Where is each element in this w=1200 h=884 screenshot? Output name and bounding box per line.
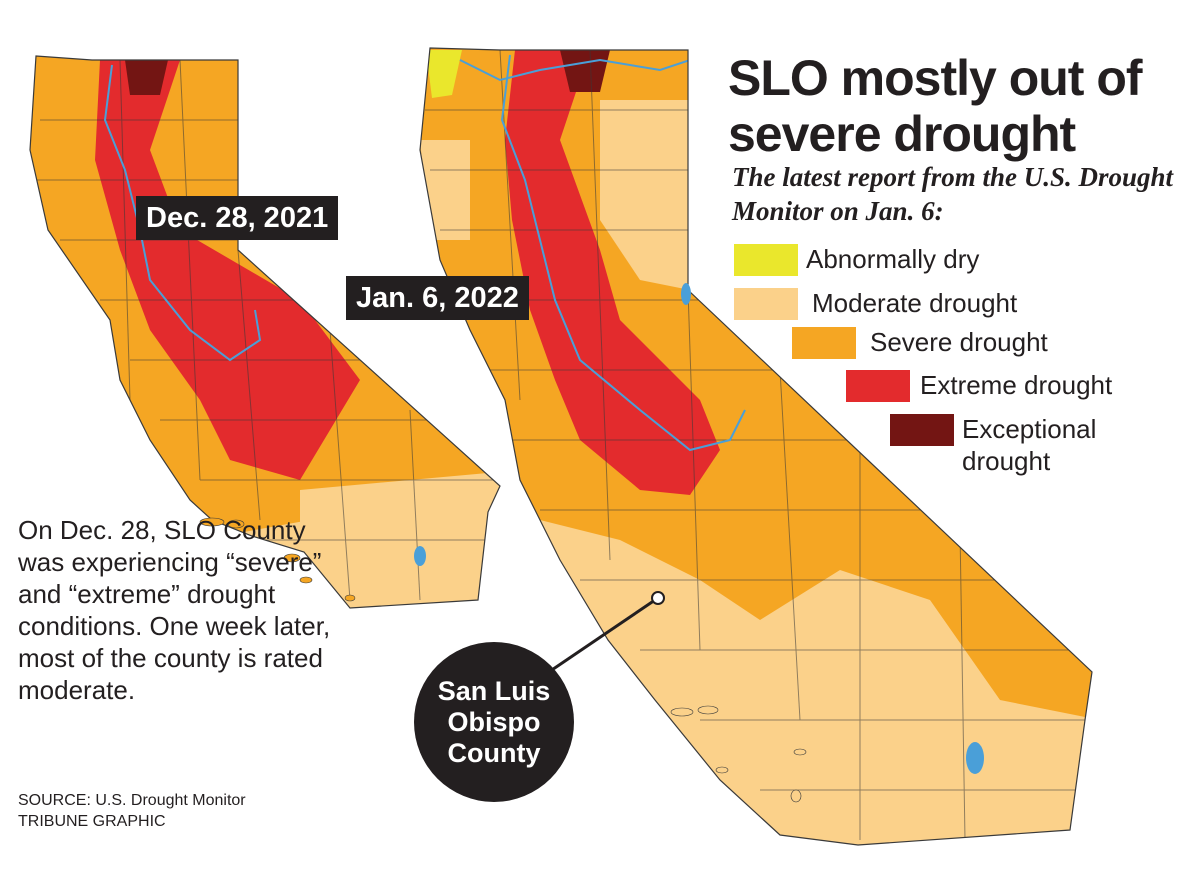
map2-moderate-nw-coast <box>420 140 470 240</box>
map1-lake <box>414 546 426 566</box>
map2-islands <box>670 705 807 803</box>
map1-date-label: Dec. 28, 2021 <box>136 196 339 240</box>
map2-county-lines <box>425 49 1090 841</box>
map2-river-north <box>459 58 691 82</box>
map1-extreme <box>95 60 360 480</box>
map2-lake-tahoe <box>681 283 691 305</box>
slo-leader-line <box>539 596 659 680</box>
map2-river <box>500 54 746 452</box>
map1-islands <box>199 517 356 602</box>
map1-exceptional <box>125 60 168 95</box>
map2-lake-salton <box>966 742 984 774</box>
map2-extreme <box>505 50 720 495</box>
slo-callout: San Luis Obispo County <box>414 642 574 802</box>
map2-moderate-north <box>600 100 690 290</box>
subtitle: The latest report from the U.S. Drought … <box>732 162 1174 226</box>
map1-river <box>103 64 262 362</box>
explanatory-note: On Dec. 28, SLO County was experiencing … <box>18 515 331 705</box>
page-title: SLO mostly out of severe drought <box>728 50 1143 162</box>
map2-abnormally-dry <box>426 50 462 98</box>
slo-location-marker <box>651 591 665 605</box>
slo-callout-text: San Luis Obispo County <box>437 675 551 768</box>
credit-line: TRIBUNE GRAPHIC <box>18 813 166 830</box>
source-line: SOURCE: U.S. Drought Monitor <box>18 792 246 809</box>
map2-date-label: Jan. 6, 2022 <box>346 276 529 320</box>
source-credit: SOURCE: U.S. Drought Monitor TRIBUNE GRAP… <box>18 790 246 832</box>
